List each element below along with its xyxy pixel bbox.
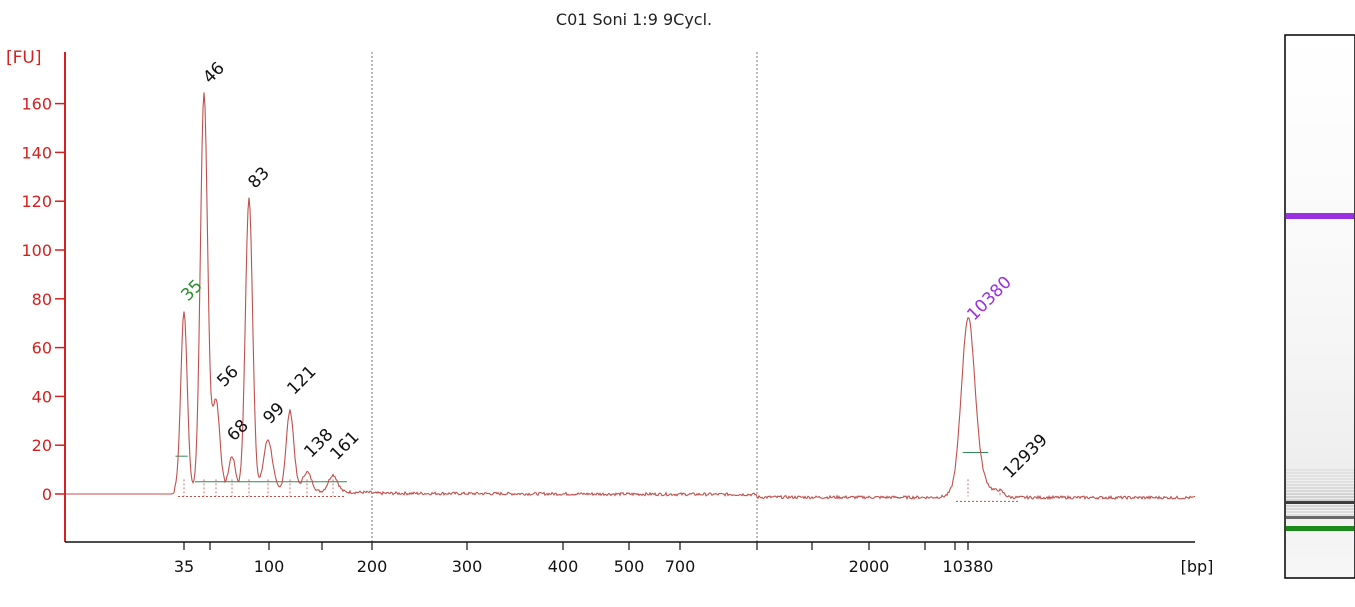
x-tick-label: 200	[357, 557, 388, 576]
y-tick-label: 80	[32, 290, 52, 309]
y-tick-label: 60	[32, 339, 52, 358]
chart-title: C01 Soni 1:9 9Cycl.	[555, 10, 713, 29]
peak-label: 68	[223, 416, 252, 445]
peak-label: 161	[326, 427, 363, 464]
gel-lane-frame	[1284, 34, 1355, 579]
baseline-layer	[175, 452, 1020, 502]
y-tick-label: 40	[32, 387, 52, 406]
y-tick-label: 20	[32, 436, 52, 455]
y-tick-label: 100	[21, 241, 52, 260]
y-tick-label: 120	[21, 192, 52, 211]
peak-label: 121	[283, 362, 320, 399]
y-tick-label: 0	[42, 485, 52, 504]
x-tick-label: 400	[548, 557, 579, 576]
x-axis-title: [bp]	[1181, 557, 1214, 576]
y-axis-title: [FU]	[6, 48, 42, 68]
y-tick-label: 160	[21, 95, 52, 114]
x-tick-label: 10380	[943, 557, 994, 576]
peak-label: 56	[213, 362, 242, 391]
peak-label: 10380	[963, 273, 1015, 325]
lower-marker-band	[1286, 526, 1354, 531]
x-tick-label: 2000	[849, 557, 890, 576]
region-markers	[371, 52, 758, 542]
x-tick-label: 100	[254, 557, 285, 576]
upper-marker-band	[1286, 213, 1354, 219]
sample-band-2	[1286, 516, 1354, 519]
x-tick-label: 500	[614, 557, 645, 576]
x-tick-label: 700	[665, 557, 696, 576]
x-tick-label: 300	[452, 557, 483, 576]
electropherogram-trace	[65, 92, 1196, 501]
trace-layer	[65, 92, 1196, 501]
electropherogram-chart: [FU] 0 20 40 60 80 100 120 140 160 35 100 200 300 400 5…	[6, 48, 1213, 576]
peak-label: 46	[199, 58, 228, 87]
axes: [FU] 0 20 40 60 80 100 120 140 160 35 100 200 300 400 5…	[6, 48, 1213, 576]
peak-label: 12939	[999, 430, 1051, 482]
peak-label: 35	[177, 276, 206, 305]
peak-label: 83	[244, 163, 273, 192]
y-tick-label: 140	[21, 143, 52, 162]
sample-band-1	[1286, 501, 1354, 504]
peak-label: 99	[259, 399, 288, 428]
x-tick-label: 35	[174, 557, 194, 576]
